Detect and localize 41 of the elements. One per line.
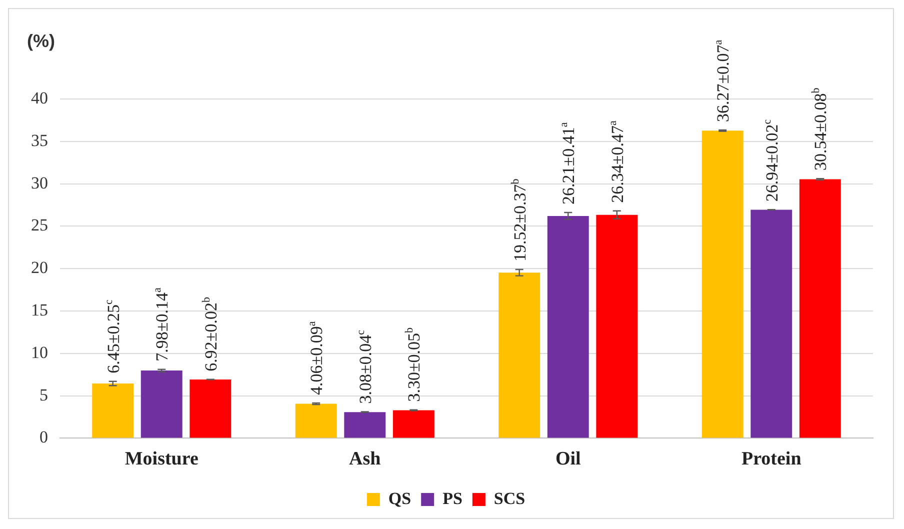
y-tick-label: 10 (31, 342, 48, 362)
y-tick-label: 5 (40, 385, 48, 404)
bar (702, 130, 744, 438)
y-tick-label: 0 (40, 428, 48, 447)
bar (92, 384, 134, 438)
data-label: 3.08±0.04c (354, 330, 375, 404)
data-label: 26.94±0.02c (761, 119, 782, 202)
x-tick-label: Moisture (124, 448, 198, 470)
legend-label: PS (442, 488, 462, 508)
bar (498, 272, 540, 438)
bar (799, 179, 841, 438)
y-tick-label: 40 (31, 88, 48, 108)
bar (190, 380, 232, 438)
data-label: 3.30±0.05b (404, 326, 424, 402)
y-axis-title: (%) (27, 31, 55, 52)
data-label: 6.45±0.25c (102, 300, 123, 374)
x-tick-label: Ash (349, 448, 382, 470)
bar (392, 410, 434, 438)
data-label: 4.06±0.09a (306, 321, 326, 396)
data-label: 7.98±0.14a (152, 288, 172, 362)
legend-label: QS (388, 488, 412, 508)
y-tick-label: 25 (31, 216, 48, 235)
bar (596, 214, 638, 438)
data-label: 26.21±0.41a (558, 122, 578, 204)
bar (547, 216, 589, 438)
legend-label: SCS (494, 488, 526, 508)
y-tick-label: 35 (31, 130, 48, 150)
x-tick-label: Oil (555, 448, 581, 470)
data-label: 26.34±0.47a (606, 120, 627, 203)
data-label: 36.27±0.07a (712, 40, 733, 122)
y-tick-label: 15 (31, 300, 48, 320)
bar (750, 210, 792, 438)
data-label: 19.52±0.37b (509, 178, 530, 262)
bar (295, 404, 337, 438)
data-label: 6.92±0.02b (200, 296, 220, 372)
x-tick-label: Protein (741, 448, 802, 470)
data-label: 30.54±0.08b (810, 87, 830, 171)
y-tick-label: 30 (31, 173, 48, 192)
bar (140, 370, 182, 438)
y-tick-label: 20 (31, 258, 48, 278)
bar (344, 412, 386, 438)
